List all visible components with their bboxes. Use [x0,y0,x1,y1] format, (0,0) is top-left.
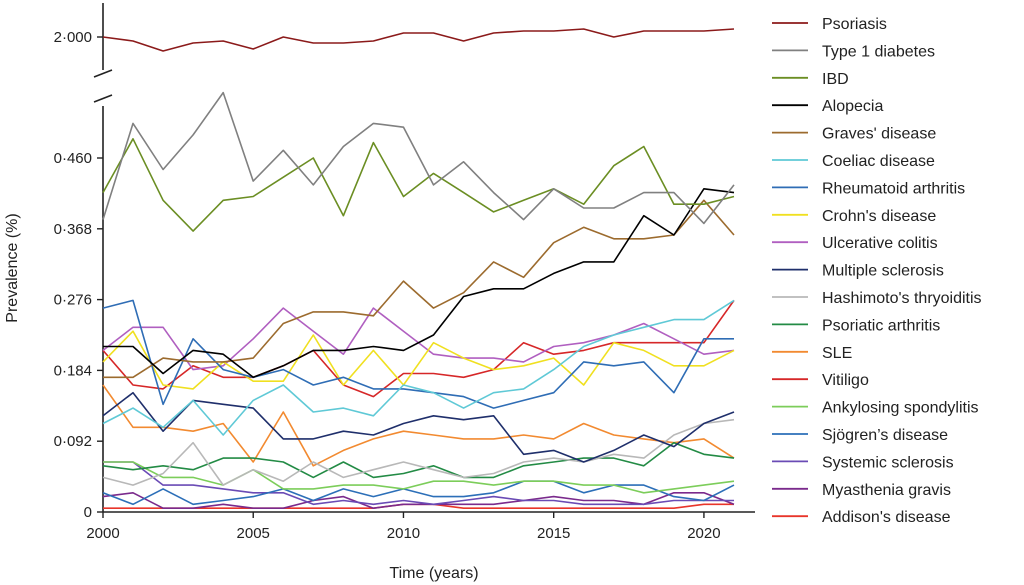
series-line-myasthenia-gravis [102,491,735,510]
x-axis-title: Time (years) [389,565,478,582]
plot-lines [102,28,735,510]
x-tick-label: 2015 [537,525,570,542]
legend-label: Crohn's disease [822,208,936,225]
legend-label: Multiple sclerosis [822,263,944,280]
legend-label: Systemic sclerosis [822,454,954,471]
y-tick-label: 0 [84,504,92,521]
legend-label: SLE [822,345,852,362]
series-line-vitiligo [102,299,735,398]
series-line-multiple-sclerosis [102,391,735,463]
series-line-sj-gren-s-disease [102,480,735,506]
y-tick-label: 0·092 [54,433,92,450]
series-line-type-1-diabetes [102,91,735,225]
legend-label: Sjögren’s disease [822,427,948,444]
legend-label: Ankylosing spondylitis [822,400,979,417]
series-line-sle [102,384,735,467]
x-tick-label: 2000 [86,525,119,542]
y-tick-label: 2·000 [54,29,92,46]
legend-label: Hashimoto's thryoiditis [822,290,982,307]
series-line-ulcerative-colitis [102,307,735,371]
legend-label: Psoriatic arthritis [822,317,940,334]
series-line-ibd [102,138,735,232]
series-line-hashimoto-s-thryoiditis [102,418,735,486]
legend-label: Ulcerative colitis [822,235,938,252]
x-tick-label: 2010 [387,525,420,542]
axis-break-mark [93,94,113,103]
series-line-alopecia [103,188,735,379]
legend-label: Coeliac disease [822,153,935,170]
legend-label: Addison's disease [822,509,951,526]
series-line-psoriasis [102,28,735,52]
x-tick-label: 2020 [687,525,720,542]
legend-label: Type 1 diabetes [822,43,935,60]
y-tick-label: 0·184 [54,362,92,379]
legend-label: Alopecia [822,98,883,115]
series-line-ankylosing-spondylitis [103,461,735,494]
legend-label: Vitiligo [822,372,869,389]
y-tick-label: 0·460 [54,150,92,167]
axes: 0 0·092 0·184 0·276 0·368 0·460 2·000 2000 2005 2… [54,3,755,542]
axis-break-mark [93,69,113,78]
y-tick-label: 0·276 [54,292,92,309]
x-tick-label: 2005 [237,525,270,542]
series-line-crohn-s-disease [102,330,735,390]
legend: Psoriasis Type 1 diabetes IBD Alopecia Grave… [772,16,982,526]
series-line-systemic-sclerosis [103,461,734,506]
legend-label: Psoriasis [822,16,887,33]
legend-label: IBD [822,71,849,88]
y-tick-label: 0·368 [54,221,92,238]
series-line-rheumatoid-arthritis [102,299,734,409]
y-axis-title: Prevalence (%) [4,213,21,322]
legend-label: Graves' disease [822,126,936,143]
series-line-coeliac-disease [102,299,735,436]
legend-label: Myasthenia gravis [822,482,951,499]
legend-label: Rheumatoid arthritis [822,180,965,197]
